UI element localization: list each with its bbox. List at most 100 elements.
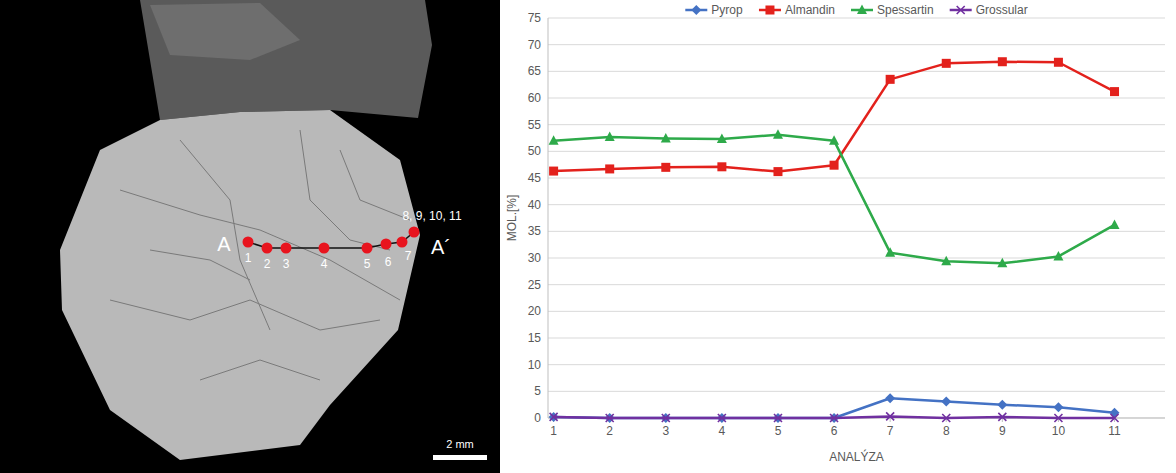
series-line	[554, 62, 1115, 172]
y-tick-label: 0	[534, 411, 541, 425]
x-tick-label: 7	[887, 424, 894, 438]
marker	[662, 414, 670, 422]
profile-point	[243, 237, 254, 248]
y-tick-label: 35	[528, 224, 542, 238]
y-tick-label: 15	[528, 331, 542, 345]
marker	[606, 414, 614, 422]
marker	[691, 5, 701, 15]
point-label: 8, 9, 10, 11	[402, 209, 461, 223]
marker	[1053, 402, 1063, 412]
marker	[998, 57, 1007, 66]
marker	[605, 131, 615, 141]
y-tick-label: 75	[528, 11, 542, 25]
marker	[1110, 408, 1120, 418]
x-axis-title: ANALÝZA	[829, 449, 884, 464]
scale-bar-label: 2 mm	[446, 438, 474, 450]
marker	[957, 6, 965, 14]
marker	[1110, 219, 1120, 229]
legend-label: Spessartin	[877, 3, 934, 17]
marker	[1111, 414, 1119, 422]
crack	[340, 150, 410, 220]
x-tick-label: 2	[606, 424, 613, 438]
grid-line	[548, 284, 1165, 285]
garnet-grain	[60, 110, 420, 460]
image-background	[0, 0, 500, 473]
grid-line	[548, 44, 1165, 45]
legend-item: Almandin	[759, 3, 835, 17]
x-tick-label: 11	[1108, 424, 1121, 438]
profile-point	[362, 243, 373, 254]
crack	[180, 140, 270, 330]
x-tick-label: 5	[775, 424, 782, 438]
crack	[110, 300, 380, 330]
y-tick-label: 25	[528, 278, 542, 292]
legend-label: Grossular	[976, 3, 1028, 17]
grid-line	[548, 151, 1165, 152]
marker	[773, 167, 782, 176]
x-tick-label: 6	[831, 424, 838, 438]
y-axis	[548, 18, 549, 418]
y-tick-label: 40	[528, 198, 542, 212]
marker	[661, 133, 671, 143]
point-label: 3	[283, 257, 290, 271]
legend-item: Pyrop	[685, 3, 743, 17]
y-tick-label: 20	[528, 304, 542, 318]
marker	[717, 162, 726, 171]
grid-line	[548, 391, 1165, 392]
x-tick-label: 1	[550, 424, 557, 438]
legend-item: Spessartin	[851, 3, 934, 17]
grid-line	[548, 18, 1165, 19]
marker	[941, 256, 951, 266]
legend-item: Grossular	[950, 3, 1028, 17]
grid-line	[548, 258, 1165, 259]
profile-start-label: A	[217, 233, 231, 255]
point-label: 7	[405, 249, 412, 263]
grid-line	[548, 231, 1165, 232]
series	[549, 129, 1120, 267]
marker	[1110, 87, 1119, 96]
marker	[774, 414, 782, 422]
marker	[1054, 414, 1062, 422]
marker	[549, 135, 559, 145]
profile-point	[381, 239, 392, 250]
profile-end-label: A´	[431, 236, 451, 258]
x-tick	[1002, 418, 1003, 422]
point-label: 5	[364, 257, 371, 271]
point-label: 1	[245, 251, 252, 265]
marker	[886, 412, 894, 420]
y-tick-label: 30	[528, 251, 542, 265]
legend-label: Pyrop	[711, 3, 743, 17]
x-tick-label: 8	[943, 424, 950, 438]
y-tick-label: 55	[528, 118, 542, 132]
point-label: 2	[264, 257, 271, 271]
point-label: 6	[385, 255, 392, 269]
marker	[661, 163, 670, 172]
marker	[717, 134, 727, 144]
y-axis-title: MOL.[%]	[505, 195, 519, 242]
marker	[998, 413, 1006, 421]
crack	[120, 190, 400, 300]
marker	[549, 167, 558, 176]
grid-line	[548, 204, 1165, 205]
crack	[200, 360, 320, 380]
grid-line	[548, 338, 1165, 339]
y-tick-label: 5	[534, 384, 541, 398]
grid-line	[548, 98, 1165, 99]
marker	[718, 414, 726, 422]
profile-point	[281, 243, 292, 254]
x-tick-label: 4	[719, 424, 726, 438]
marker	[550, 413, 558, 421]
marker	[605, 164, 614, 173]
marker	[885, 393, 895, 403]
marker	[773, 129, 783, 139]
legend-label: Almandin	[785, 3, 835, 17]
profile-point	[397, 237, 408, 248]
marker	[997, 400, 1007, 410]
series-line	[554, 135, 1115, 264]
marker	[941, 396, 951, 406]
x-tick-label: 9	[999, 424, 1006, 438]
profile-point	[409, 227, 420, 238]
y-tick-label: 65	[528, 64, 542, 78]
x-tick	[890, 418, 891, 422]
y-tick-label: 50	[528, 144, 542, 158]
